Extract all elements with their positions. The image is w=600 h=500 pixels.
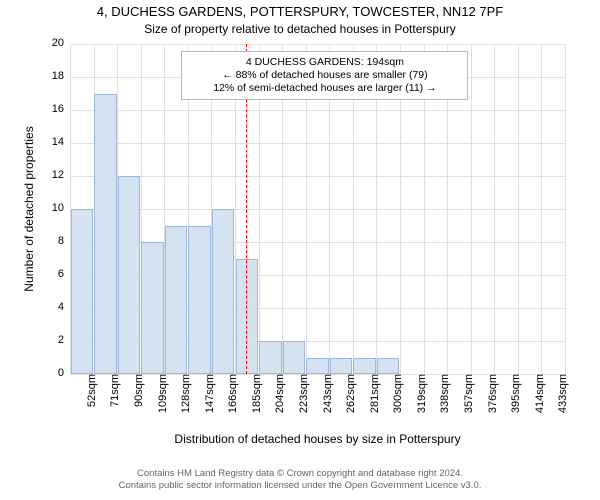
histogram-bar	[212, 209, 234, 374]
gridline-v	[518, 44, 519, 374]
x-axis-label: Distribution of detached houses by size …	[70, 432, 565, 446]
annotation-box: 4 DUCHESS GARDENS: 194sqm← 88% of detach…	[181, 51, 468, 100]
x-tick-label: 281sqm	[363, 374, 381, 413]
histogram-bar	[330, 358, 352, 375]
x-tick-label: 300sqm	[386, 374, 404, 413]
x-tick-label: 376sqm	[481, 374, 499, 413]
y-tick-label: 14	[52, 136, 70, 148]
x-tick-label: 433sqm	[551, 374, 569, 413]
gridline-h	[70, 209, 565, 210]
x-tick-label: 185sqm	[245, 374, 263, 413]
y-tick-label: 0	[58, 367, 70, 379]
page-title: 4, DUCHESS GARDENS, POTTERSPURY, TOWCEST…	[0, 4, 600, 19]
annotation-line: ← 88% of detached houses are smaller (79…	[186, 69, 463, 82]
x-tick-label: 414sqm	[528, 374, 546, 413]
histogram-bar	[353, 358, 375, 375]
histogram-bar	[71, 209, 93, 374]
x-tick-label: 71sqm	[103, 374, 121, 407]
y-tick-label: 6	[58, 268, 70, 280]
annotation-line: 12% of semi-detached houses are larger (…	[186, 82, 463, 95]
y-tick-label: 10	[52, 202, 70, 214]
footer-line: Contains public sector information licen…	[0, 480, 600, 492]
x-tick-label: 52sqm	[80, 374, 98, 407]
x-tick-label: 338sqm	[433, 374, 451, 413]
x-tick-label: 109sqm	[151, 374, 169, 413]
x-tick-label: 243sqm	[316, 374, 334, 413]
gridline-v	[494, 44, 495, 374]
x-tick-label: 262sqm	[339, 374, 357, 413]
x-tick-label: 204sqm	[268, 374, 286, 413]
gridline-v	[565, 44, 566, 374]
chart-plot-area: 0246810121416182052sqm71sqm90sqm109sqm12…	[70, 44, 565, 374]
histogram-bar	[306, 358, 328, 375]
gridline-h	[70, 110, 565, 111]
histogram-bar	[283, 341, 305, 374]
x-tick-label: 128sqm	[174, 374, 192, 413]
y-tick-label: 2	[58, 334, 70, 346]
footer-credits: Contains HM Land Registry data © Crown c…	[0, 468, 600, 493]
gridline-h	[70, 143, 565, 144]
histogram-bar	[259, 341, 281, 374]
x-tick-label: 395sqm	[504, 374, 522, 413]
histogram-bar	[118, 176, 140, 374]
x-tick-label: 357sqm	[457, 374, 475, 413]
y-tick-label: 4	[58, 301, 70, 313]
x-tick-label: 90sqm	[127, 374, 145, 407]
y-tick-label: 18	[52, 70, 70, 82]
x-tick-label: 319sqm	[410, 374, 428, 413]
x-tick-label: 147sqm	[198, 374, 216, 413]
page-subtitle: Size of property relative to detached ho…	[0, 22, 600, 36]
gridline-h	[70, 176, 565, 177]
histogram-bar	[165, 226, 187, 375]
footer-line: Contains HM Land Registry data © Crown c…	[0, 468, 600, 480]
annotation-line: 4 DUCHESS GARDENS: 194sqm	[186, 56, 463, 69]
histogram-bar	[377, 358, 399, 375]
y-tick-label: 20	[52, 37, 70, 49]
gridline-v	[541, 44, 542, 374]
gridline-v	[471, 44, 472, 374]
x-tick-label: 223sqm	[292, 374, 310, 413]
y-axis-label: Number of detached properties	[22, 44, 36, 374]
y-tick-label: 8	[58, 235, 70, 247]
histogram-bar	[94, 94, 116, 375]
y-tick-label: 16	[52, 103, 70, 115]
x-tick-label: 166sqm	[221, 374, 239, 413]
gridline-h	[70, 44, 565, 45]
histogram-bar	[141, 242, 163, 374]
y-tick-label: 12	[52, 169, 70, 181]
histogram-bar	[188, 226, 210, 375]
